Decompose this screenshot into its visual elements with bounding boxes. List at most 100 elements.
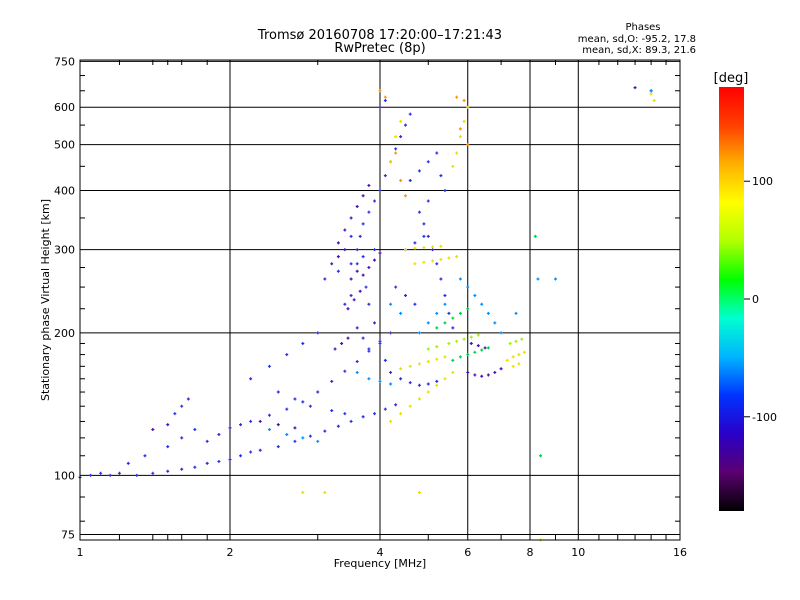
data-point [343, 302, 347, 306]
data-point [228, 458, 232, 462]
data-point [458, 277, 462, 281]
data-point [493, 370, 497, 374]
data-point [323, 277, 327, 281]
data-point [355, 248, 359, 252]
data-point [466, 105, 470, 109]
data-point [451, 358, 455, 362]
data-point [205, 461, 209, 465]
data-point [536, 277, 540, 281]
data-point [399, 412, 403, 416]
chart-title: Tromsø 20160708 17:20:00–17:21:43 [257, 28, 502, 43]
x-tick-label: 6 [464, 546, 471, 559]
data-point [517, 353, 521, 357]
data-point [267, 364, 271, 368]
data-point [435, 326, 439, 330]
data-point [435, 345, 439, 349]
data-point [439, 257, 443, 261]
data-point [361, 222, 365, 226]
data-point [466, 307, 470, 311]
data-point [443, 321, 447, 325]
data-point [413, 302, 417, 306]
data-point [276, 445, 280, 449]
data-point [417, 331, 421, 335]
data-point [394, 151, 398, 155]
data-point [511, 364, 515, 368]
data-point [649, 92, 653, 96]
data-point [258, 448, 262, 452]
x-tick-label: 16 [673, 546, 687, 559]
data-point [355, 262, 359, 266]
data-point [476, 333, 480, 337]
chart-subtitle: RwPretec (8p) [334, 41, 425, 56]
data-point [316, 331, 320, 335]
plot-frame [79, 59, 681, 541]
data-point [378, 379, 382, 383]
x-axis-label: Frequency [MHz] [334, 557, 426, 570]
data-point [447, 256, 451, 260]
data-point [285, 407, 289, 411]
data-point [301, 490, 305, 494]
data-point [330, 409, 334, 413]
data-point [378, 251, 382, 255]
data-point [180, 404, 184, 408]
y-tick-label: 750 [54, 55, 75, 68]
data-point [361, 415, 365, 419]
data-point [383, 407, 387, 411]
data-point [426, 199, 430, 203]
stats-o-line: mean, sd,O: -95.2, 17.8 [578, 34, 696, 45]
data-point [447, 341, 451, 345]
data-point [403, 123, 407, 127]
data-point [394, 285, 398, 289]
data-point [431, 245, 435, 249]
y-tick-label: 600 [54, 101, 75, 114]
data-point [361, 336, 365, 340]
data-point [193, 427, 197, 431]
data-point [408, 404, 412, 408]
data-point [435, 311, 439, 315]
data-point [466, 143, 470, 147]
data-point [486, 373, 490, 377]
data-point [417, 383, 421, 387]
data-point [151, 471, 155, 475]
data-point [367, 302, 371, 306]
x-tick-label: 2 [227, 546, 234, 559]
x-tick-label: 10 [571, 546, 585, 559]
data-point [553, 277, 557, 281]
data-point [217, 459, 221, 463]
data-point [367, 377, 371, 381]
data-point [378, 189, 382, 193]
data-point [346, 307, 350, 311]
data-point [389, 302, 393, 306]
data-point [447, 311, 451, 315]
data-point [426, 234, 430, 238]
data-point [267, 413, 271, 417]
data-point [349, 262, 353, 266]
data-point [378, 105, 382, 109]
data-point [455, 339, 459, 343]
data-point [383, 174, 387, 178]
x-tick-label: 1 [77, 546, 84, 559]
data-point [193, 465, 197, 469]
data-point [399, 367, 403, 371]
data-point [217, 432, 221, 436]
data-point [426, 160, 430, 164]
data-point [180, 436, 184, 440]
data-point [378, 89, 382, 93]
data-point [480, 302, 484, 306]
data-points [78, 86, 656, 542]
y-tick-label: 500 [54, 139, 75, 152]
data-point [473, 373, 477, 377]
data-point [361, 273, 365, 277]
data-point [466, 285, 470, 289]
data-point [367, 266, 371, 269]
data-point [343, 228, 347, 232]
data-point [511, 355, 515, 359]
data-point [135, 473, 139, 477]
data-point [408, 364, 412, 368]
data-point [389, 370, 393, 374]
data-point [117, 471, 121, 475]
data-point [330, 379, 334, 383]
data-point [336, 241, 340, 245]
data-point [394, 147, 398, 151]
